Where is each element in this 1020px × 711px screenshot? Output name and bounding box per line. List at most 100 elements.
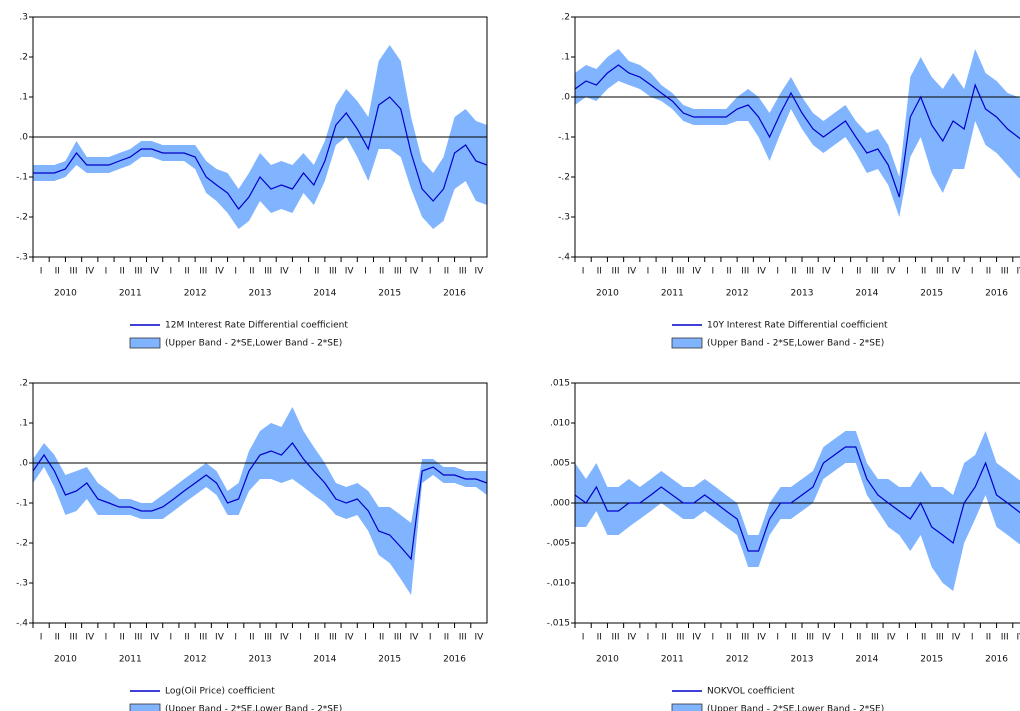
- y-tick-label: -.005: [547, 539, 570, 549]
- x-year-label: 2012: [726, 655, 749, 665]
- y-tick-label: .0: [561, 93, 570, 103]
- legend-label: Log(Oil Price) coefficient: [165, 687, 275, 697]
- legend-label: (Upper Band - 2*SE,Lower Band - 2*SE): [707, 705, 884, 711]
- coefficient-line: [575, 64, 1020, 198]
- legend-label: 12M Interest Rate Differential coefficie…: [165, 321, 348, 331]
- y-tick-label: -.2: [16, 539, 28, 549]
- x-tick-label: II: [379, 267, 384, 277]
- x-tick-label: IV: [150, 267, 160, 277]
- panel: .2.1.0-.1-.2-.3-.4I II III IV I II III IV I II III…: [558, 13, 1020, 349]
- y-tick-label: .2: [19, 379, 28, 389]
- x-tick-label: I: [299, 633, 302, 643]
- x-tick-label: III: [459, 633, 467, 643]
- x-tick-label: IV: [1016, 633, 1020, 643]
- y-tick-label: -.2: [558, 173, 570, 183]
- x-year-label: 2014: [313, 289, 336, 299]
- confidence-band: [575, 431, 1020, 591]
- x-tick-label: II: [791, 633, 796, 643]
- x-year-label: 2016: [443, 655, 466, 665]
- plot-area: [575, 431, 1020, 591]
- x-year-label: 2012: [726, 289, 749, 299]
- x-tick-label: I: [429, 267, 432, 277]
- x-tick-label: III: [871, 267, 879, 277]
- x-tick-label: IV: [692, 633, 702, 643]
- x-tick-label: IV: [757, 633, 767, 643]
- x-tick-label: III: [612, 267, 620, 277]
- x-tick-label: II: [249, 267, 254, 277]
- x-tick-label: II: [184, 267, 189, 277]
- y-tick-label: .1: [561, 53, 570, 63]
- y-tick-label: -.1: [16, 173, 28, 183]
- x-tick-label: IV: [887, 633, 897, 643]
- legend-label: (Upper Band - 2*SE,Lower Band - 2*SE): [165, 705, 342, 711]
- legend-swatch: [671, 703, 703, 711]
- x-tick-label: III: [676, 267, 684, 277]
- x-tick-label: III: [394, 267, 402, 277]
- x-tick-label: III: [612, 633, 620, 643]
- y-tick-label: -.4: [558, 253, 570, 263]
- x-tick-label: IV: [410, 267, 420, 277]
- x-tick-label: IV: [887, 267, 897, 277]
- coefficient-line: [33, 96, 487, 210]
- x-tick-label: I: [234, 633, 237, 643]
- y-tick-label: -.2: [16, 213, 28, 223]
- x-tick-label: I: [906, 633, 909, 643]
- x-tick-label: II: [597, 633, 602, 643]
- x-year-label: 2010: [596, 289, 619, 299]
- x-tick-label: I: [711, 267, 714, 277]
- x-tick-label: I: [364, 633, 367, 643]
- x-tick-label: III: [199, 267, 207, 277]
- x-year-label: 2011: [119, 655, 142, 665]
- x-year-label: 2013: [791, 655, 814, 665]
- x-tick-label: III: [264, 267, 272, 277]
- coefficient-line: [575, 446, 1020, 552]
- panel: .2.1.0-.1-.2-.3-.4I II III IV I II III IV I II III…: [16, 379, 488, 711]
- x-tick-label: II: [726, 633, 731, 643]
- x-tick-label: IV: [85, 267, 95, 277]
- x-tick-label: III: [871, 633, 879, 643]
- x-tick-label: I: [40, 633, 43, 643]
- x-tick-label: II: [314, 267, 319, 277]
- x-tick-label: III: [70, 267, 78, 277]
- x-tick-label: II: [379, 633, 384, 643]
- x-tick-label: IV: [280, 633, 290, 643]
- x-tick-label: III: [806, 267, 814, 277]
- x-tick-label: I: [234, 267, 237, 277]
- x-tick-label: I: [429, 633, 432, 643]
- x-tick-label: II: [597, 267, 602, 277]
- x-tick-label: IV: [822, 633, 832, 643]
- x-year-label: 2013: [249, 289, 272, 299]
- x-tick-label: I: [647, 267, 650, 277]
- x-tick-label: II: [986, 267, 991, 277]
- x-tick-label: IV: [150, 633, 160, 643]
- x-tick-label: I: [582, 633, 585, 643]
- x-tick-label: II: [184, 633, 189, 643]
- legend-label: 10Y Interest Rate Differential coefficie…: [707, 321, 888, 331]
- legend-label: NOKVOL coefficient: [707, 687, 795, 697]
- legend-swatch: [671, 337, 703, 349]
- x-tick-label: IV: [410, 633, 420, 643]
- x-year-label: 2011: [661, 655, 684, 665]
- plot-area: [33, 407, 487, 595]
- legend-label: (Upper Band - 2*SE,Lower Band - 2*SE): [165, 339, 342, 349]
- plot-area: [33, 45, 487, 229]
- x-year-label: 2016: [443, 289, 466, 299]
- x-tick-label: I: [169, 633, 172, 643]
- x-tick-label: II: [120, 633, 125, 643]
- y-tick-label: .010: [550, 419, 570, 429]
- x-tick-label: I: [841, 633, 844, 643]
- x-year-label: 2013: [791, 289, 814, 299]
- x-tick-label: I: [841, 267, 844, 277]
- x-tick-label: I: [647, 633, 650, 643]
- x-tick-label: III: [676, 633, 684, 643]
- x-tick-label: I: [169, 267, 172, 277]
- x-tick-label: III: [806, 633, 814, 643]
- x-tick-label: II: [856, 633, 861, 643]
- x-tick-label: I: [105, 633, 108, 643]
- y-tick-label: .0: [19, 133, 28, 143]
- x-tick-label: II: [726, 267, 731, 277]
- x-tick-label: III: [741, 267, 749, 277]
- x-tick-label: III: [199, 633, 207, 643]
